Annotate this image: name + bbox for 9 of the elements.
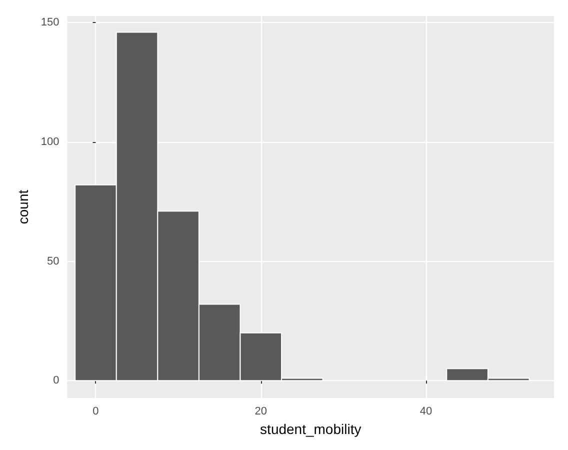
y-tick-label: 0 (53, 374, 60, 387)
y-tick-label: 50 (47, 255, 60, 268)
y-tick-label: 150 (40, 16, 60, 29)
x-axis-title: student_mobility (260, 420, 362, 437)
x-tick-label: 40 (420, 406, 432, 418)
x-tick-label: 0 (92, 406, 99, 418)
y-axis-title: count (15, 190, 31, 224)
y-tick-label: 100 (40, 136, 60, 148)
x-tick-label: 20 (254, 406, 268, 418)
